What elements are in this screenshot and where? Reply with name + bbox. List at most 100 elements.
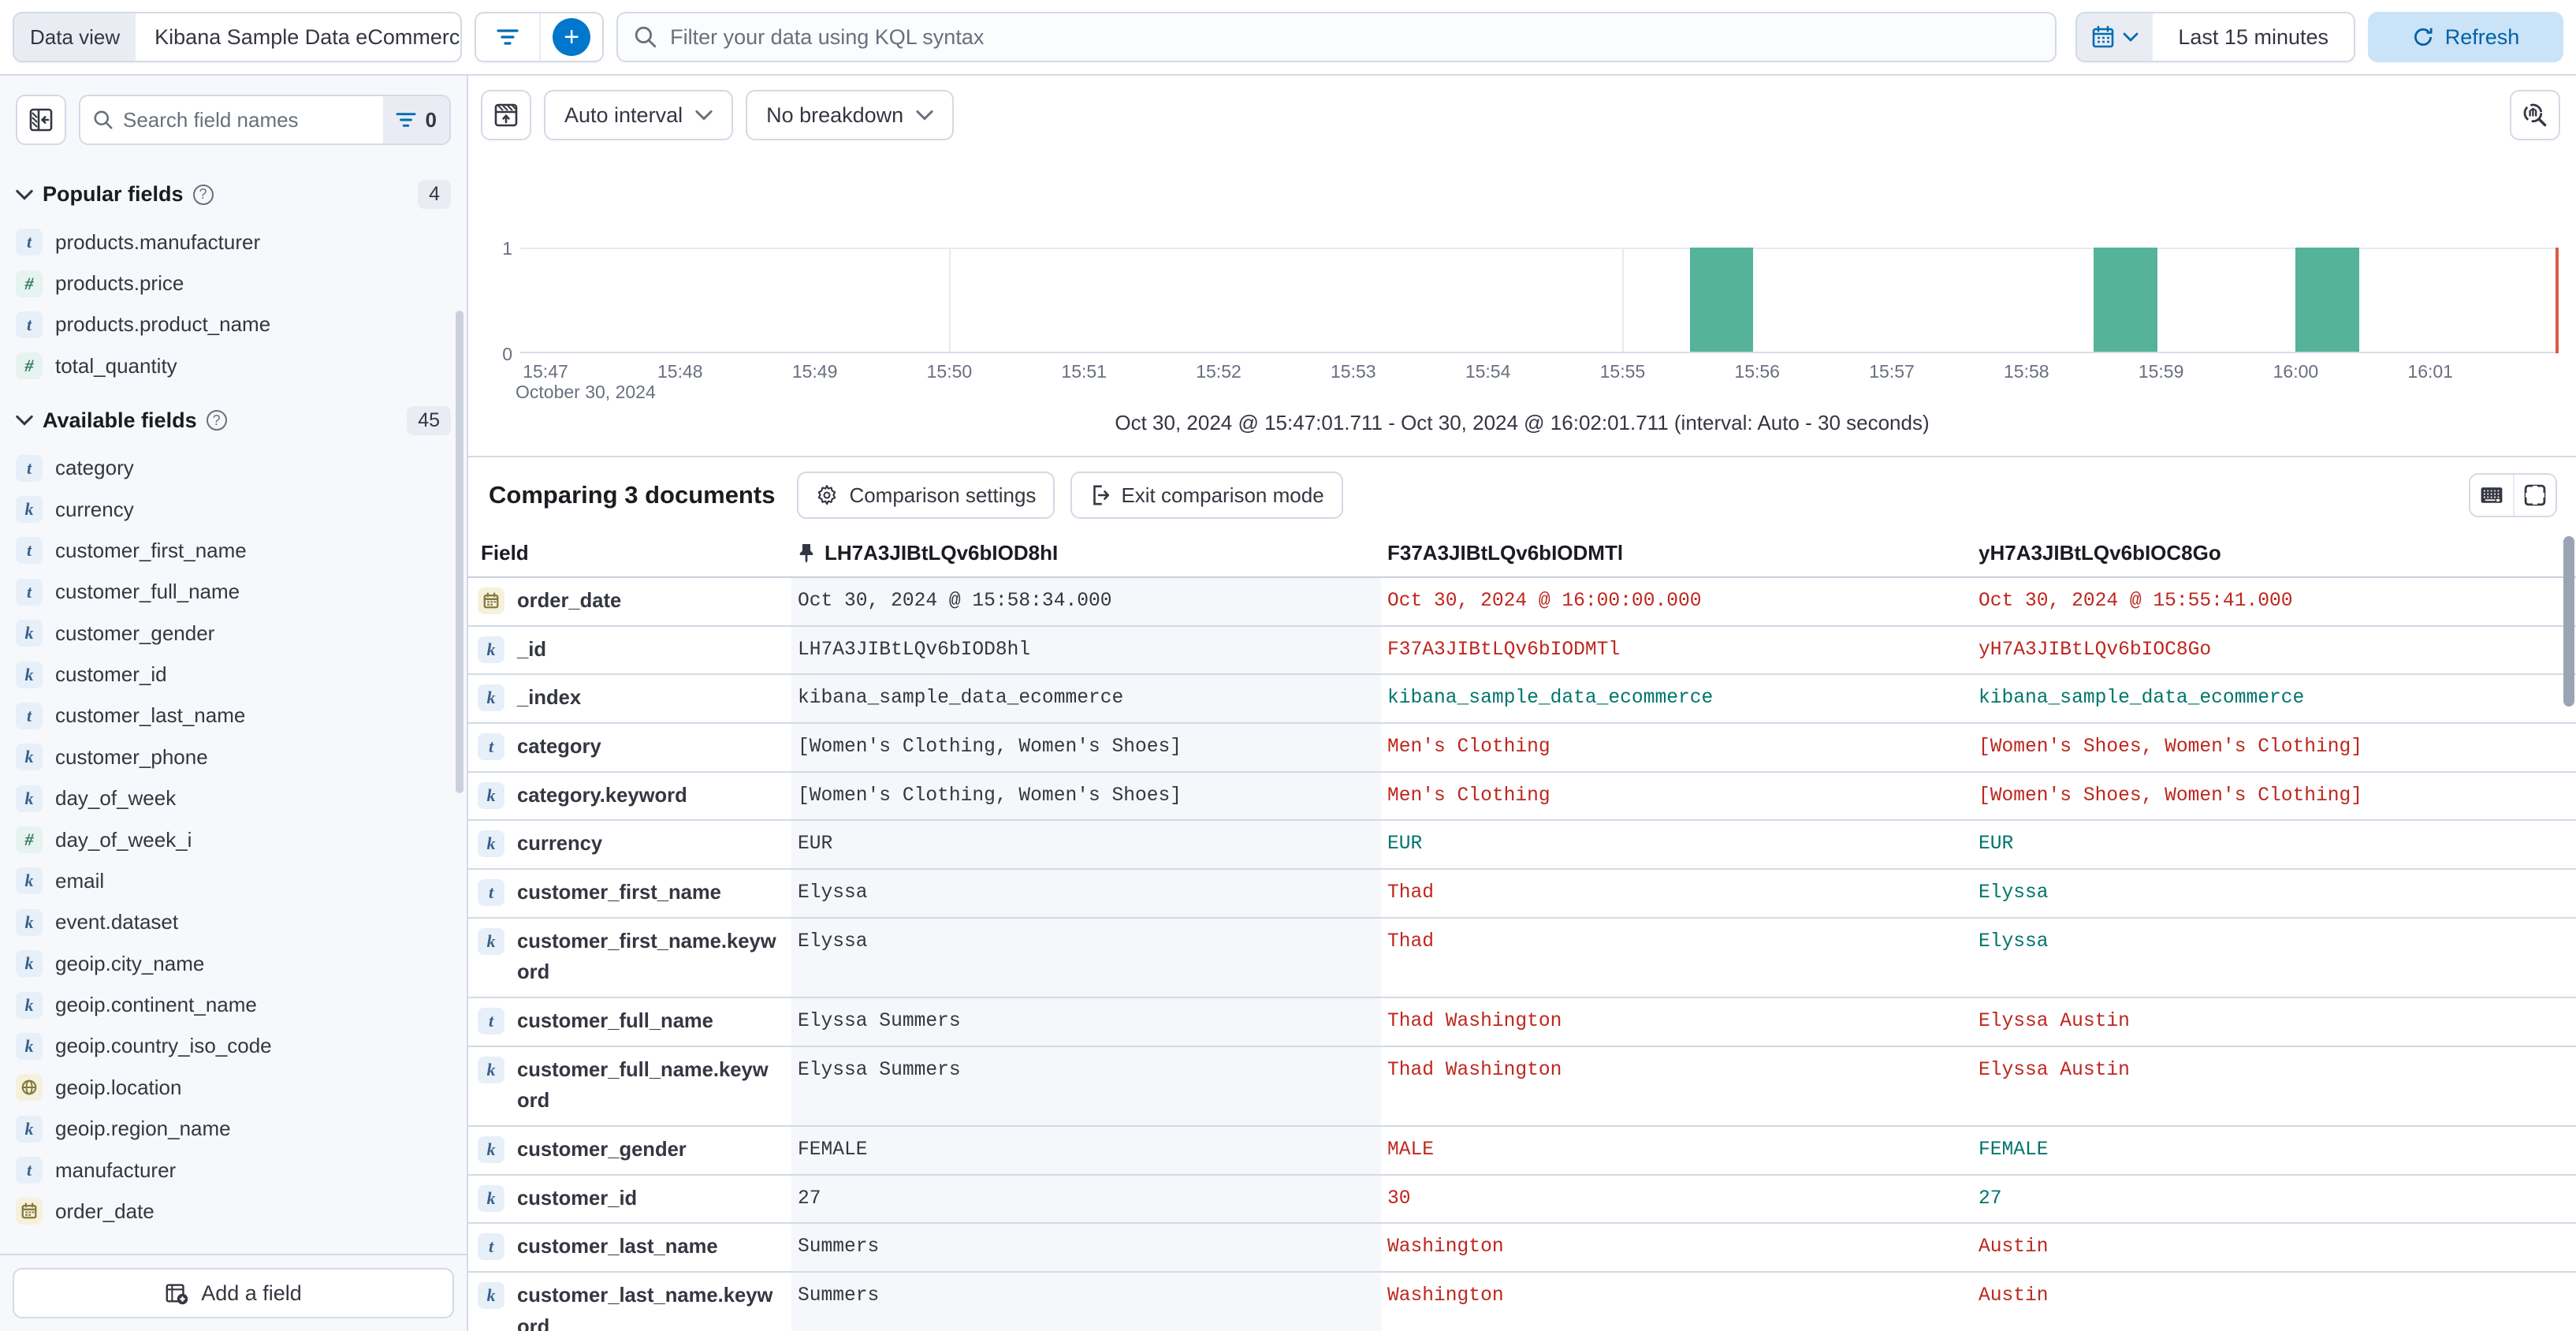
field-cell[interactable]: k category.keyword bbox=[468, 773, 791, 820]
available-fields-header[interactable]: Available fields ? 45 bbox=[0, 397, 467, 445]
keyboard-shortcuts-button[interactable] bbox=[2470, 475, 2513, 516]
field-cell[interactable]: t category bbox=[468, 724, 791, 771]
field-cell[interactable]: k customer_gender bbox=[468, 1127, 791, 1174]
field-name: customer_last_name bbox=[517, 1236, 718, 1258]
keyword-field-icon: k bbox=[478, 1281, 504, 1309]
exit-comparison-button[interactable]: Exit comparison mode bbox=[1070, 472, 1343, 519]
histogram-plot[interactable] bbox=[520, 248, 2559, 353]
table-row: k _id LH7A3JIBtLQv6bIOD8hl F37A3JIBtLQv6bIO… bbox=[468, 626, 2576, 676]
field-cell[interactable]: t customer_full_name bbox=[468, 998, 791, 1046]
sidebar-field-item[interactable]: geoip.location bbox=[0, 1067, 467, 1108]
comparison-doc-cell: [Women's Shoes, Women's Clothing] bbox=[1972, 724, 2576, 771]
keyword-field-icon: k bbox=[16, 950, 43, 978]
field-name: products.product_name bbox=[55, 312, 271, 337]
sidebar-field-item[interactable]: t customer_first_name bbox=[0, 530, 467, 571]
field-cell[interactable]: k _index bbox=[468, 675, 791, 722]
field-name: _id bbox=[517, 638, 546, 661]
sidebar-field-item[interactable]: k email bbox=[0, 860, 467, 901]
sidebar-field-item[interactable]: k customer_gender bbox=[0, 613, 467, 654]
collapse-sidebar-button[interactable] bbox=[16, 95, 66, 145]
chevron-down-icon bbox=[695, 110, 713, 121]
add-field-button[interactable]: Add a field bbox=[13, 1268, 454, 1318]
kql-search-box bbox=[616, 12, 2057, 62]
sidebar-field-item[interactable]: # day_of_week_i bbox=[0, 819, 467, 860]
sidebar-field-item[interactable]: k customer_phone bbox=[0, 736, 467, 777]
hide-chart-button[interactable] bbox=[481, 90, 531, 140]
fullscreen-button[interactable] bbox=[2513, 475, 2556, 516]
sidebar-field-item[interactable]: t manufacturer bbox=[0, 1150, 467, 1191]
histogram-bar[interactable] bbox=[2094, 248, 2157, 353]
table-row: k customer_id 27 30 27 bbox=[468, 1175, 2576, 1225]
field-cell[interactable]: t customer_last_name bbox=[468, 1224, 791, 1271]
interval-selector[interactable]: Auto interval bbox=[544, 90, 734, 140]
edit-visualization-button[interactable] bbox=[2510, 90, 2560, 140]
filter-list-button[interactable] bbox=[476, 13, 540, 61]
field-name: currency bbox=[517, 833, 603, 856]
sidebar-field-item[interactable]: order_date bbox=[0, 1191, 467, 1232]
table-row: k customer_first_name.keyword Elyssa Thad El… bbox=[468, 918, 2576, 998]
sidebar-field-item[interactable]: t category bbox=[0, 448, 467, 489]
comparison-settings-button[interactable]: Comparison settings bbox=[797, 472, 1055, 519]
field-cell[interactable]: k customer_first_name.keyword bbox=[468, 919, 791, 997]
field-cell[interactable]: k customer_full_name.keyword bbox=[468, 1047, 791, 1125]
sidebar-field-item[interactable]: k currency bbox=[0, 489, 467, 530]
field-name: category bbox=[55, 456, 134, 480]
sidebar-field-item[interactable]: t products.manufacturer bbox=[0, 222, 467, 263]
sidebar-field-item[interactable]: # total_quantity bbox=[0, 345, 467, 386]
doc-column-header[interactable]: F37A3JIBtLQv6bIODMTl bbox=[1381, 541, 1972, 565]
sidebar-field-item[interactable]: k geoip.country_iso_code bbox=[0, 1026, 467, 1067]
popular-fields-header[interactable]: Popular fields ? 4 bbox=[0, 170, 467, 218]
calendar-field-icon bbox=[16, 1198, 43, 1225]
add-filter-button[interactable]: + bbox=[539, 13, 603, 61]
number-field-icon: # bbox=[16, 270, 43, 297]
field-cell[interactable]: k customer_last_name.keyword bbox=[468, 1273, 791, 1331]
field-filter-segment[interactable]: 0 bbox=[382, 96, 449, 144]
field-name: email bbox=[55, 868, 105, 893]
table-body: order_date Oct 30, 2024 @ 15:58:34.000 Oct… bbox=[468, 578, 2576, 1331]
sidebar-field-item[interactable]: k geoip.continent_name bbox=[0, 984, 467, 1025]
x-axis-line bbox=[520, 352, 2559, 353]
date-picker-button[interactable] bbox=[2077, 13, 2153, 61]
gridline bbox=[949, 248, 951, 353]
comparison-doc-cell: Oct 30, 2024 @ 16:00:00.000 bbox=[1381, 578, 1972, 625]
sidebar-field-item[interactable]: k geoip.city_name bbox=[0, 943, 467, 984]
field-cell[interactable]: k currency bbox=[468, 821, 791, 868]
sidebar-field-item[interactable]: k customer_id bbox=[0, 654, 467, 695]
table-row: k customer_last_name.keyword Summers Washin… bbox=[468, 1272, 2576, 1331]
sidebar-field-item[interactable]: k event.dataset bbox=[0, 902, 467, 943]
field-name: category.keyword bbox=[517, 784, 687, 807]
field-cell[interactable]: order_date bbox=[468, 578, 791, 625]
comparison-title: Comparing 3 documents bbox=[489, 481, 776, 509]
table-row: t category [Women's Clothing, Women's Shoe… bbox=[468, 723, 2576, 773]
sidebar-field-item[interactable]: k geoip.region_name bbox=[0, 1109, 467, 1150]
breakdown-selector[interactable]: No breakdown bbox=[746, 90, 955, 140]
doc-column-header[interactable]: yH7A3JIBtLQv6bIOC8Go bbox=[1972, 541, 2576, 565]
refresh-label: Refresh bbox=[2444, 24, 2520, 49]
table-scrollbar[interactable] bbox=[2563, 536, 2574, 707]
field-cell[interactable]: t customer_first_name bbox=[468, 870, 791, 917]
sidebar-field-item[interactable]: t products.product_name bbox=[0, 304, 467, 345]
calendar-field-icon bbox=[478, 587, 504, 614]
search-icon bbox=[635, 26, 657, 48]
time-range-button[interactable]: Last 15 minutes bbox=[2153, 13, 2354, 61]
comparison-doc-cell: F37A3JIBtLQv6bIODMTl bbox=[1381, 627, 1972, 674]
kql-search-input[interactable] bbox=[670, 24, 2040, 50]
sidebar-field-item[interactable]: # products.price bbox=[0, 263, 467, 304]
refresh-button[interactable]: Refresh bbox=[2368, 12, 2563, 62]
sidebar-scrollbar[interactable] bbox=[456, 311, 463, 793]
x-axis-date-label: October 30, 2024 bbox=[516, 382, 656, 402]
comparison-doc-cell: Elyssa Austin bbox=[1972, 998, 2576, 1046]
histogram-bar[interactable] bbox=[2295, 248, 2359, 353]
pinned-doc-column-header[interactable]: LH7A3JIBtLQv6bIOD8hI bbox=[791, 541, 1381, 565]
sidebar-field-item[interactable]: t customer_last_name bbox=[0, 695, 467, 736]
histogram-bar[interactable] bbox=[1689, 248, 1754, 353]
field-name: currency bbox=[55, 497, 134, 521]
field-cell[interactable]: k customer_id bbox=[468, 1176, 791, 1223]
data-view-selector[interactable]: Kibana Sample Data eCommerce bbox=[136, 13, 461, 61]
text-field-icon: t bbox=[478, 1007, 504, 1035]
field-cell[interactable]: k _id bbox=[468, 627, 791, 674]
x-axis-tick: 15:50 bbox=[926, 361, 973, 382]
sidebar-field-item[interactable]: k day_of_week bbox=[0, 778, 467, 819]
field-search-input[interactable] bbox=[123, 107, 383, 132]
sidebar-field-item[interactable]: t customer_full_name bbox=[0, 572, 467, 613]
